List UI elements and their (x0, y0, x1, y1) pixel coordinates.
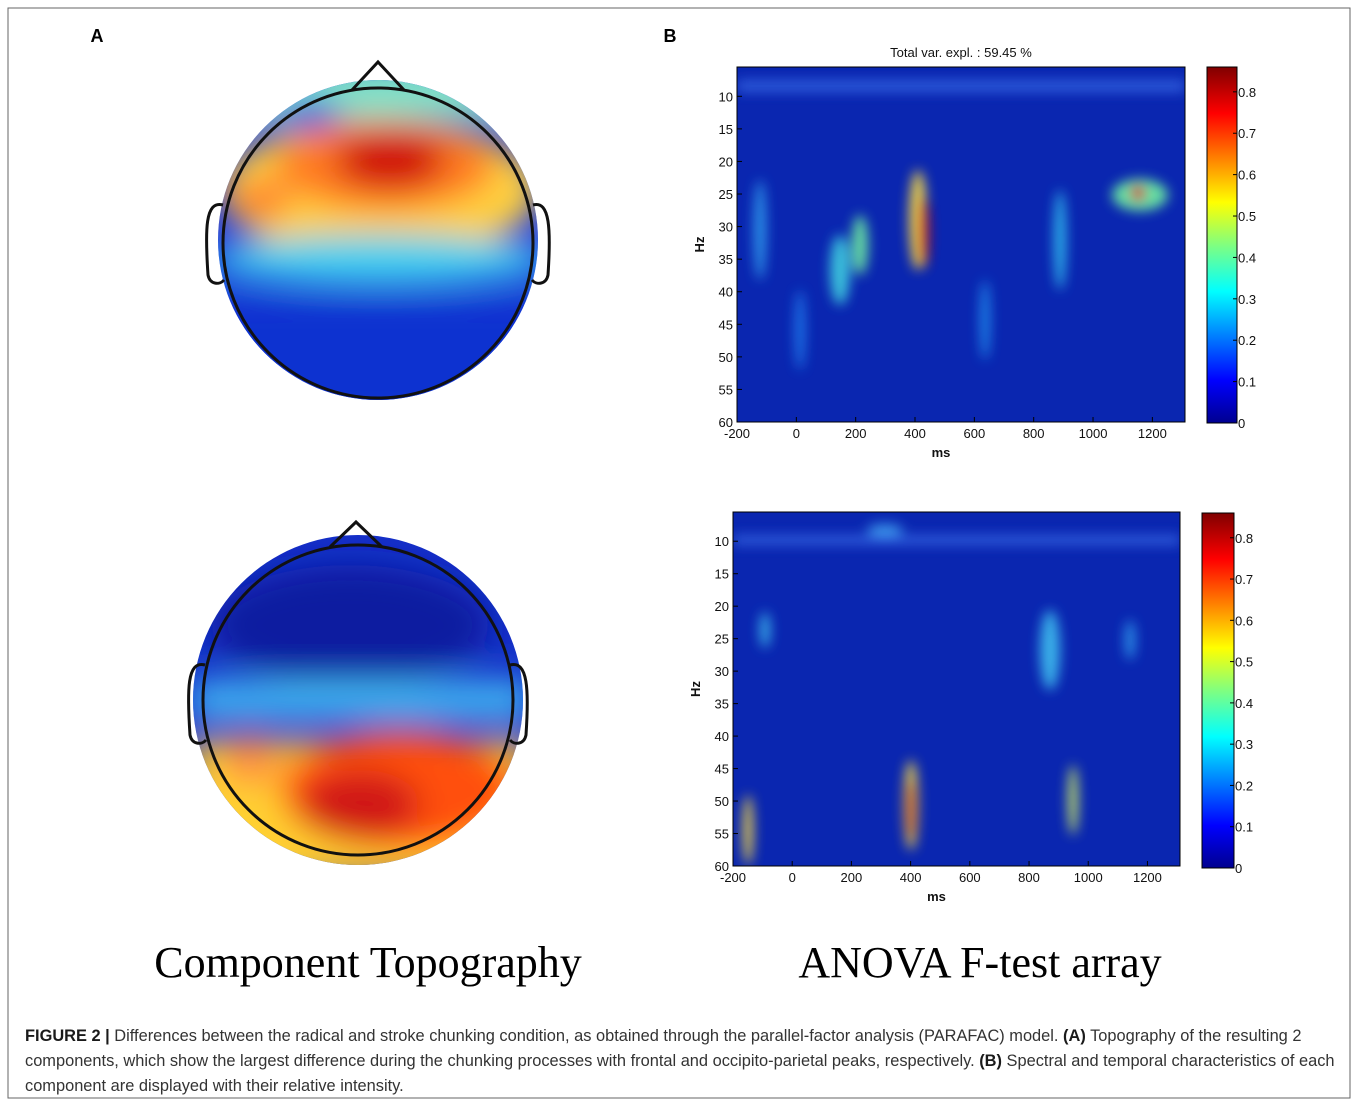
caption-text: (B) (979, 1052, 1002, 1070)
x-axis-label: ms (932, 445, 951, 460)
frame (7, 7, 1351, 1099)
y-tick-label: 15 (715, 567, 729, 582)
heatmap-image (737, 67, 1185, 422)
y-tick-label: 50 (715, 794, 729, 809)
y-tick-label: 50 (719, 350, 733, 365)
x-tick-label: 0 (793, 426, 800, 441)
x-tick-label: 800 (1018, 870, 1040, 885)
colorbar-tick-label: 0.3 (1238, 292, 1256, 307)
caption: FIGURE 2 | Differences between the radic… (25, 1024, 1337, 1099)
panel-title: Component Topography (154, 938, 582, 987)
x-tick-label: 600 (963, 426, 985, 441)
x-tick-label: 600 (959, 870, 981, 885)
plot-frame (732, 511, 1181, 867)
head-outline (205, 59, 551, 400)
colorbar-tick-label: 0.7 (1238, 126, 1256, 141)
colorbar-tick-label: 0.6 (1238, 168, 1256, 183)
y-tick-label: 40 (719, 285, 733, 300)
plot-title: Total var. expl. : 59.45 % (890, 45, 1032, 60)
colorbar-tick-label: 0.7 (1235, 572, 1253, 587)
x-tick-label: 800 (1023, 426, 1045, 441)
y-tick-label: 55 (719, 382, 733, 397)
x-tick-label: 1200 (1133, 870, 1162, 885)
head-outline (187, 519, 529, 857)
heatmap-image (733, 512, 1180, 866)
panel-title: ANOVA F-test array (798, 938, 1161, 987)
y-tick-label: 10 (715, 534, 729, 549)
y-tick-label: 10 (719, 89, 733, 104)
y-tick-label: 45 (715, 762, 729, 777)
colorbar-tick-label: 0.5 (1235, 655, 1253, 670)
panel-label: A (91, 26, 104, 46)
x-tick-label: 1000 (1079, 426, 1108, 441)
y-tick-label: 35 (715, 697, 729, 712)
y-tick-label: 25 (719, 187, 733, 202)
topography-map (218, 80, 538, 400)
colorbar-tick-label: 0.8 (1235, 531, 1253, 546)
x-tick-label: -200 (720, 870, 746, 885)
colorbar-tick-label: 0.2 (1235, 778, 1253, 793)
y-tick-label: 30 (719, 220, 733, 235)
colorbar (1201, 512, 1235, 869)
y-tick-label: 25 (715, 632, 729, 647)
y-axis-label: Hz (692, 236, 707, 252)
colorbar-tick-label: 0.8 (1238, 85, 1256, 100)
y-tick-label: 40 (715, 729, 729, 744)
caption-text: Differences between the radical and stro… (109, 1027, 1064, 1045)
x-tick-label: 400 (900, 870, 922, 885)
y-tick-label: 45 (719, 317, 733, 332)
y-tick-label: 35 (719, 252, 733, 267)
colorbar-tick-label: 0.1 (1238, 375, 1256, 390)
x-tick-label: 400 (904, 426, 926, 441)
y-tick-label: 30 (715, 664, 729, 679)
colorbar-tick-label: 0.5 (1238, 209, 1256, 224)
x-axis-label: ms (927, 889, 946, 904)
colorbar-tick-label: 0.4 (1235, 696, 1253, 711)
x-tick-label: 200 (841, 870, 863, 885)
x-tick-label: 200 (845, 426, 867, 441)
colorbar-tick-label: 0 (1235, 861, 1242, 876)
colorbar-tick-label: 0.6 (1235, 613, 1253, 628)
y-tick-label: 60 (719, 415, 733, 430)
colorbar-tick-label: 0.1 (1235, 820, 1253, 835)
caption-text: (A) (1063, 1027, 1086, 1045)
caption-text: FIGURE 2 | (25, 1027, 110, 1045)
panel-label: B (664, 26, 677, 46)
x-tick-label: 1200 (1138, 426, 1167, 441)
colorbar (1206, 66, 1238, 424)
plot-frame (736, 66, 1186, 423)
y-tick-label: 55 (715, 827, 729, 842)
y-tick-label: 20 (719, 154, 733, 169)
y-tick-label: 60 (715, 859, 729, 874)
topography-map (193, 535, 523, 865)
colorbar-tick-label: 0.2 (1238, 333, 1256, 348)
y-tick-label: 20 (715, 599, 729, 614)
colorbar-tick-label: 0.4 (1238, 250, 1256, 265)
y-axis-label: Hz (688, 681, 703, 697)
x-tick-label: -200 (724, 426, 750, 441)
caption-text: Topography of the resulting 2 components… (25, 1027, 1302, 1070)
x-tick-label: 1000 (1074, 870, 1103, 885)
caption-text: Spectral and temporal characteristics of… (25, 1052, 1335, 1095)
colorbar-tick-label: 0 (1238, 416, 1245, 431)
y-tick-label: 15 (719, 122, 733, 137)
colorbar-tick-label: 0.3 (1235, 737, 1253, 752)
x-tick-label: 0 (789, 870, 796, 885)
